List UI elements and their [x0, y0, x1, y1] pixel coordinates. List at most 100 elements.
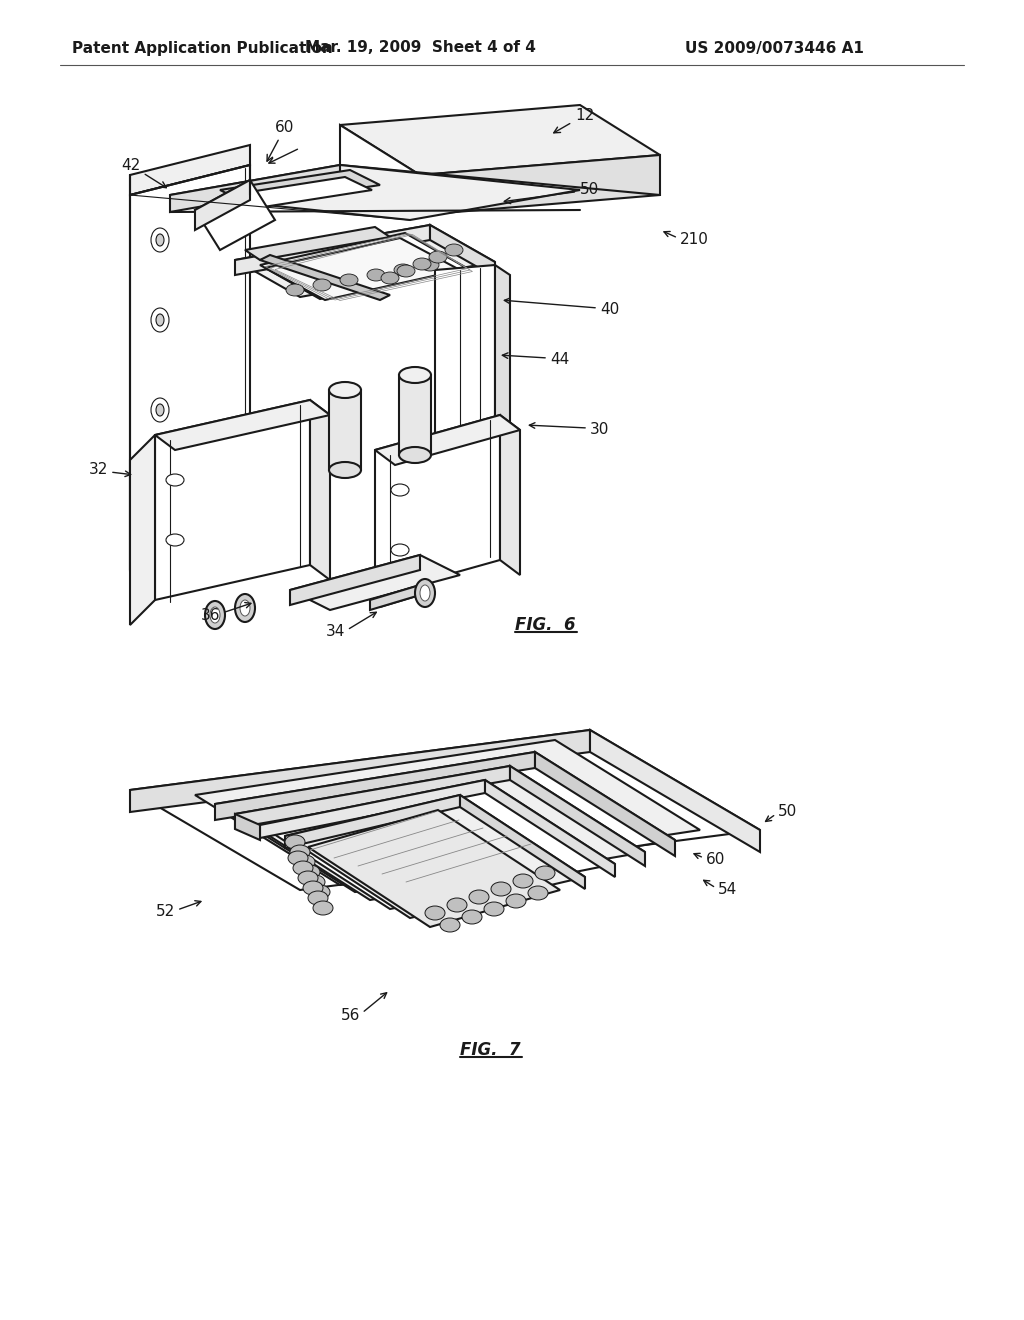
Ellipse shape [298, 871, 318, 884]
Ellipse shape [310, 884, 330, 899]
Polygon shape [285, 795, 585, 917]
Polygon shape [460, 795, 585, 888]
Ellipse shape [462, 909, 482, 924]
Ellipse shape [440, 917, 460, 932]
Ellipse shape [305, 875, 325, 888]
Polygon shape [130, 730, 760, 890]
Polygon shape [220, 170, 380, 205]
Polygon shape [195, 180, 250, 230]
Ellipse shape [151, 308, 169, 333]
Polygon shape [130, 730, 590, 812]
Polygon shape [310, 400, 330, 579]
Text: 40: 40 [600, 302, 620, 318]
Ellipse shape [445, 244, 463, 256]
Text: US 2009/0073446 A1: US 2009/0073446 A1 [685, 41, 864, 55]
Polygon shape [260, 780, 615, 909]
Polygon shape [234, 224, 495, 297]
Ellipse shape [151, 399, 169, 422]
Text: 44: 44 [550, 352, 569, 367]
Text: 50: 50 [778, 804, 798, 820]
Polygon shape [155, 400, 330, 450]
Text: 34: 34 [326, 624, 345, 639]
Polygon shape [430, 224, 495, 277]
Ellipse shape [421, 259, 439, 271]
Ellipse shape [397, 265, 415, 277]
Ellipse shape [420, 585, 430, 601]
Ellipse shape [425, 906, 445, 920]
Polygon shape [495, 265, 510, 450]
Ellipse shape [240, 601, 250, 616]
Ellipse shape [506, 894, 526, 908]
Polygon shape [195, 180, 275, 249]
Polygon shape [260, 234, 465, 300]
Polygon shape [260, 780, 485, 838]
Ellipse shape [285, 836, 305, 849]
Ellipse shape [391, 484, 409, 496]
Ellipse shape [205, 601, 225, 630]
Polygon shape [290, 554, 420, 605]
Polygon shape [590, 730, 760, 851]
Ellipse shape [484, 902, 504, 916]
Ellipse shape [313, 279, 331, 290]
Ellipse shape [469, 890, 489, 904]
Ellipse shape [513, 874, 534, 888]
Text: 50: 50 [504, 182, 599, 203]
Text: 210: 210 [680, 232, 709, 248]
Polygon shape [308, 810, 560, 927]
Ellipse shape [447, 898, 467, 912]
Polygon shape [510, 766, 645, 866]
Polygon shape [285, 795, 460, 847]
Polygon shape [420, 154, 660, 215]
Polygon shape [215, 752, 675, 892]
Text: 12: 12 [554, 107, 594, 133]
Ellipse shape [415, 579, 435, 607]
Polygon shape [375, 414, 500, 595]
Polygon shape [375, 414, 520, 465]
Ellipse shape [293, 861, 313, 875]
Ellipse shape [166, 535, 184, 546]
Ellipse shape [295, 855, 315, 869]
Polygon shape [435, 440, 510, 455]
Polygon shape [435, 265, 495, 445]
Text: 42: 42 [121, 157, 166, 187]
Polygon shape [340, 106, 660, 176]
Ellipse shape [234, 594, 255, 622]
Ellipse shape [156, 404, 164, 416]
Ellipse shape [535, 866, 555, 880]
Ellipse shape [300, 865, 319, 879]
Ellipse shape [413, 257, 431, 271]
Polygon shape [230, 177, 372, 209]
Polygon shape [370, 585, 430, 607]
Ellipse shape [156, 314, 164, 326]
Ellipse shape [399, 367, 431, 383]
Ellipse shape [156, 234, 164, 246]
Ellipse shape [303, 880, 323, 895]
Ellipse shape [290, 845, 310, 859]
Polygon shape [170, 165, 340, 213]
Polygon shape [329, 389, 361, 470]
Ellipse shape [329, 462, 361, 478]
Text: FIG.  7: FIG. 7 [460, 1041, 520, 1059]
Polygon shape [130, 436, 155, 624]
Ellipse shape [340, 275, 358, 286]
Polygon shape [234, 766, 510, 828]
Ellipse shape [308, 891, 328, 906]
Ellipse shape [399, 447, 431, 463]
Polygon shape [245, 227, 390, 260]
Polygon shape [234, 224, 430, 275]
Polygon shape [535, 752, 675, 855]
Polygon shape [260, 255, 390, 300]
Text: 56: 56 [341, 1007, 360, 1023]
Text: 54: 54 [718, 883, 737, 898]
Polygon shape [234, 766, 645, 900]
Polygon shape [290, 554, 460, 610]
Polygon shape [340, 125, 420, 215]
Text: Mar. 19, 2009  Sheet 4 of 4: Mar. 19, 2009 Sheet 4 of 4 [304, 41, 536, 55]
Text: 36: 36 [201, 607, 220, 623]
Text: 52: 52 [156, 904, 175, 920]
Polygon shape [215, 752, 535, 820]
Ellipse shape [367, 269, 385, 281]
Ellipse shape [381, 272, 399, 284]
Ellipse shape [210, 607, 220, 623]
Text: 60: 60 [706, 853, 725, 867]
